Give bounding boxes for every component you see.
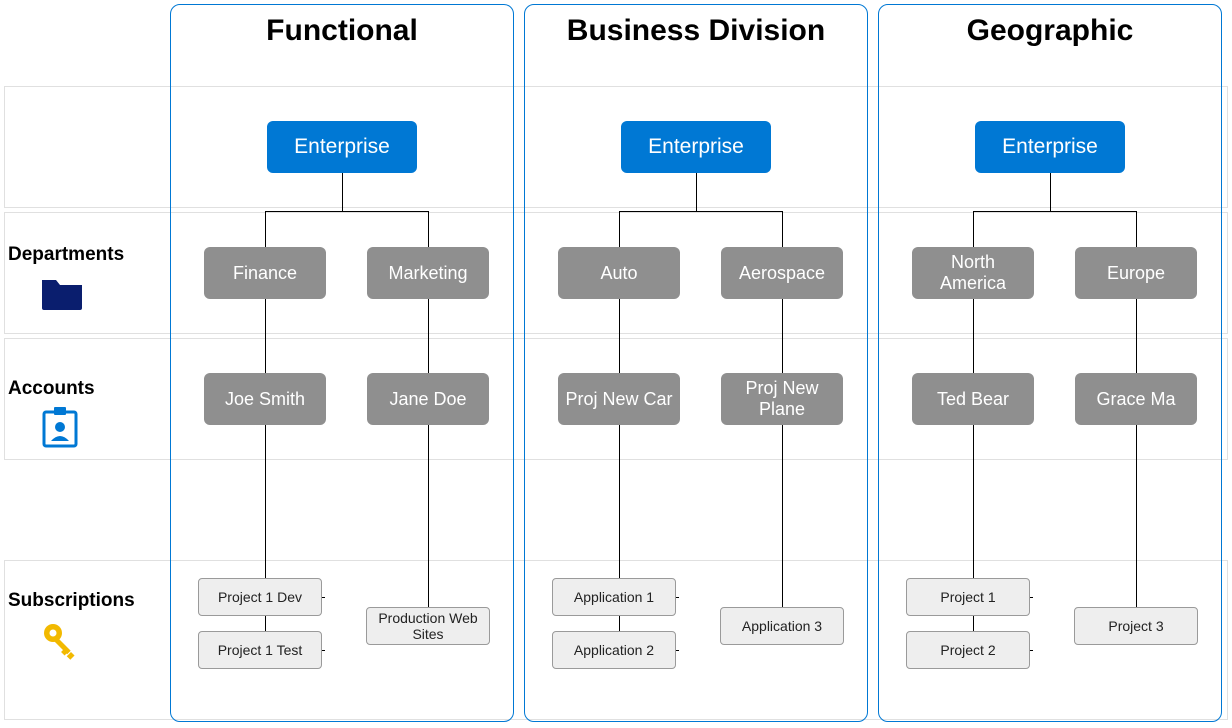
subscription-node: Project 1 Dev <box>198 578 322 616</box>
account-node: Joe Smith <box>204 373 326 425</box>
subscription-node: Production Web Sites <box>366 607 490 645</box>
row-label-subscriptions: Subscriptions <box>8 590 158 612</box>
dept-node: Finance <box>204 247 326 299</box>
subscription-node: Application 1 <box>552 578 676 616</box>
row-label-departments: Departments <box>8 244 158 266</box>
subscription-node: Application 3 <box>720 607 844 645</box>
enterprise-node: Enterprise <box>621 121 771 173</box>
subscription-node: Project 1 Test <box>198 631 322 669</box>
enterprise-node: Enterprise <box>975 121 1125 173</box>
badge-icon <box>40 406 80 448</box>
column-title-geographic: Geographic <box>878 14 1222 48</box>
key-icon <box>40 620 80 660</box>
column-title-functional: Functional <box>170 14 514 48</box>
subscription-node: Application 2 <box>552 631 676 669</box>
row-label-accounts: Accounts <box>8 378 158 400</box>
dept-node: Marketing <box>367 247 489 299</box>
subscription-node: Project 3 <box>1074 607 1198 645</box>
folder-icon <box>40 274 84 310</box>
dept-node: Aerospace <box>721 247 843 299</box>
dept-node: Auto <box>558 247 680 299</box>
enterprise-node: Enterprise <box>267 121 417 173</box>
subscription-node: Project 2 <box>906 631 1030 669</box>
account-node: Grace Ma <box>1075 373 1197 425</box>
subscription-node: Project 1 <box>906 578 1030 616</box>
dept-node: North America <box>912 247 1034 299</box>
account-node: Jane Doe <box>367 373 489 425</box>
account-node: Ted Bear <box>912 373 1034 425</box>
dept-node: Europe <box>1075 247 1197 299</box>
account-node: Proj New Car <box>558 373 680 425</box>
account-node: Proj New Plane <box>721 373 843 425</box>
column-title-business-division: Business Division <box>524 14 868 48</box>
